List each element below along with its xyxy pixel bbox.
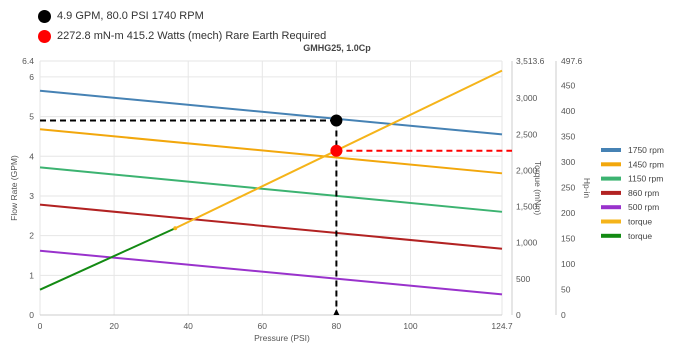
black-dot-icon [38,9,51,23]
series-line-860-rpm [39,203,503,250]
legend-label-1750-rpm: 1750 rpm [628,145,664,155]
y-right1-tick-label: 1,000 [516,238,538,248]
y-axis-left-label: Flow Rate (GPM) [9,155,19,221]
legend-label-1150-rpm: 1150 rpm [628,174,663,184]
markers [330,114,343,157]
y-left-tick-label: 3 [29,191,34,201]
legend-label-500-rpm: 500 rpm [628,202,659,212]
series-line-1150-rpm [39,166,503,213]
legend-label-torque: torque [628,231,652,241]
y-right1-tick-label: 3,513.6 [516,56,545,66]
series-lines [39,69,503,296]
y-right2-tick-label: 450 [561,80,575,90]
x-axis-label: Pressure (PSI) [254,333,310,343]
y-left-tick-label: 4 [29,151,34,161]
x-tick-label: 60 [258,321,268,331]
y-right2-tick-label: 150 [561,233,575,243]
y-right2-tick-label: 497.6 [561,56,583,66]
legend-swatch-torque [601,233,621,238]
torque-point-label: 2272.8 mN-m 415.2 Watts (mech) Rare Eart… [57,30,327,42]
chart-title: GMHG25, 1.0Cp [303,43,371,53]
y-right2-tick-label: 50 [561,284,571,294]
y-right2-tick-label: 400 [561,106,575,116]
legend-label-860-rpm: 860 rpm [628,188,659,198]
legend-swatch-1750-rpm [601,148,621,152]
torque-point-marker [330,144,343,157]
y-right2-tick-label: 300 [561,157,575,167]
y-right1-tick-label: 2,500 [516,129,538,139]
operating-point-label: 4.9 GPM, 80.0 PSI 1740 RPM [57,10,204,22]
y-right2-tick-label: 200 [561,208,575,218]
red-dot-icon [38,29,51,43]
operating-point-marker [330,114,343,127]
y-left-tick-label: 5 [29,112,34,122]
series-line-500-rpm [39,249,503,296]
y-right1-tick-label: 0 [516,310,521,320]
x-tick-label: 124.7 [491,321,513,331]
y-left-tick-label: 0 [29,310,34,320]
y-right2-tick-label: 350 [561,131,575,141]
y-axis-right-torque-label: Torque (mNm) [533,161,543,215]
y-right2-tick-label: 0 [561,310,566,320]
y-axis-right-hp-label: Hp-in [582,178,592,199]
x-tick-label: 40 [183,321,193,331]
top-legend-item-torque-point: 2272.8 mN-m 415.2 Watts (mech) Rare Eart… [38,26,326,46]
series-line-1450-rpm [39,128,503,175]
torque-junction-point [173,226,178,231]
legend-label-torque: torque [628,217,652,227]
y-right1-tick-label: 500 [516,274,530,284]
y-right1-tick-label: 3,000 [516,93,538,103]
y-right2-tick-label: 100 [561,259,575,269]
x-tick-label: 20 [109,321,119,331]
series-line-torque [39,227,176,291]
legend-swatch-1450-rpm [601,162,621,167]
x-axis-arrow [333,309,340,315]
x-tick-label: 0 [38,321,43,331]
y-right2-tick-label: 250 [561,182,575,192]
y-right1-tick-label: 2,000 [516,165,538,175]
y-left-tick-label: 6.4 [22,56,34,66]
guide-lines [40,119,512,315]
y-left-tick-label: 6 [29,72,34,82]
series-legend: 1750 rpm 1450 rpm 1150 rpm 860 rpm 500 rpm to… [601,145,664,241]
y-left-tick-label: 1 [29,270,34,280]
legend-swatch-1150-rpm [601,176,621,181]
y-left-tick-label: 2 [29,231,34,241]
legend-swatch-500-rpm [601,205,621,210]
legend-swatch-860-rpm [601,190,621,195]
y-right1-tick-label: 1,500 [516,202,538,212]
top-legend: 4.9 GPM, 80.0 PSI 1740 RPM 2272.8 mN-m 4… [38,6,326,46]
legend-label-1450-rpm: 1450 rpm [628,159,664,169]
grid [39,60,503,316]
x-tick-label: 100 [403,321,417,331]
x-tick-label: 80 [332,321,342,331]
series-line-1750-rpm [39,89,503,136]
legend-swatch-torque [601,219,621,224]
top-legend-item-operating-point: 4.9 GPM, 80.0 PSI 1740 RPM [38,6,326,26]
